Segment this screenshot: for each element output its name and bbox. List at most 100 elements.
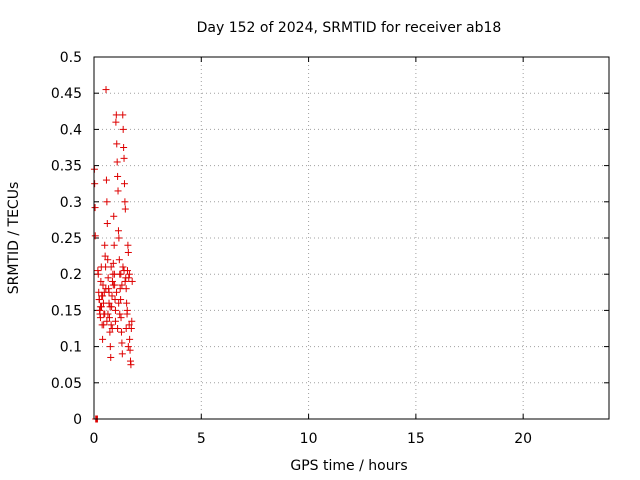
data-point — [91, 232, 99, 240]
y-tick-label: 0.45 — [51, 86, 82, 102]
data-point — [110, 241, 118, 249]
data-point — [114, 227, 122, 235]
x-tick-label: 15 — [407, 431, 425, 447]
data-point — [101, 252, 109, 260]
data-point — [101, 310, 109, 318]
data-point — [109, 259, 117, 267]
data-point — [110, 212, 118, 220]
data-point — [94, 270, 102, 278]
data-point — [99, 335, 107, 343]
data-point — [114, 172, 122, 180]
grid-lines — [94, 57, 609, 419]
data-point — [126, 335, 134, 343]
data-point — [121, 277, 129, 285]
data-point — [122, 325, 130, 332]
data-point — [117, 296, 125, 304]
data-point — [107, 321, 115, 329]
data-point — [109, 281, 117, 289]
data-point — [91, 204, 99, 212]
data-point — [101, 241, 109, 249]
data-point — [121, 205, 129, 213]
data-point — [113, 288, 121, 296]
data-point — [106, 328, 114, 336]
data-point — [126, 346, 134, 354]
data-point — [128, 317, 136, 325]
chart-title: Day 152 of 2024, SRMTID for receiver ab1… — [197, 20, 502, 36]
x-axis-label: GPS time / hours — [290, 458, 407, 474]
data-point — [115, 299, 123, 307]
data-point — [111, 306, 119, 314]
data-point — [123, 306, 131, 314]
data-point — [120, 180, 128, 188]
y-tick-label: 0.25 — [51, 231, 82, 247]
data-point — [117, 270, 125, 278]
data-point — [113, 140, 121, 148]
data-point — [102, 86, 110, 94]
data-point — [107, 263, 115, 271]
data-point — [121, 198, 129, 206]
y-tick-label: 0.1 — [60, 340, 82, 356]
data-point — [124, 343, 132, 351]
data-point — [104, 274, 112, 282]
data-point — [112, 111, 120, 119]
data-point — [105, 288, 113, 296]
data-point — [128, 277, 136, 285]
data-point — [99, 281, 107, 289]
data-point — [114, 325, 122, 332]
data-point — [114, 187, 122, 195]
data-point — [107, 353, 115, 361]
y-tick-label: 0.15 — [51, 303, 82, 319]
data-point — [97, 277, 105, 285]
y-tick-label: 0.35 — [51, 159, 82, 175]
data-point — [117, 328, 125, 336]
data-point — [108, 292, 116, 300]
data-points — [90, 86, 136, 423]
data-point — [115, 234, 123, 242]
y-axis: 0 0.05 0.1 0.15 0.2 0.25 0.3 0.35 0.4 0.45 0.5 — [51, 50, 609, 428]
data-point — [104, 256, 112, 264]
y-tick-label: 0.4 — [60, 122, 82, 138]
data-point — [116, 285, 124, 293]
data-point — [116, 310, 124, 318]
data-point — [103, 220, 111, 228]
y-tick-label: 0.2 — [60, 267, 82, 283]
data-point — [124, 248, 132, 256]
data-point — [118, 350, 126, 358]
data-point — [110, 270, 118, 278]
data-point — [106, 343, 114, 351]
data-point — [95, 296, 103, 304]
data-point — [122, 285, 130, 293]
data-point — [119, 111, 127, 119]
data-point — [119, 125, 127, 133]
x-tick-label: 10 — [300, 431, 318, 447]
data-point — [123, 299, 131, 307]
data-point — [117, 314, 125, 322]
data-point — [96, 303, 104, 311]
data-point — [112, 118, 120, 126]
data-point — [127, 361, 135, 369]
data-point — [102, 285, 110, 293]
x-tick-label: 5 — [197, 431, 206, 447]
data-point — [124, 241, 132, 249]
data-point — [105, 299, 113, 307]
data-point — [111, 317, 119, 325]
data-point — [103, 198, 111, 206]
data-point — [96, 314, 104, 322]
data-point — [103, 317, 111, 325]
data-point — [106, 303, 114, 311]
data-point — [118, 339, 126, 347]
data-point — [119, 263, 127, 271]
data-point — [99, 292, 107, 300]
data-point — [113, 158, 121, 166]
plot-frame — [93, 56, 610, 420]
x-tick-label: 0 — [90, 431, 99, 447]
x-axis: 0 5 10 15 20 — [90, 57, 532, 447]
data-point — [91, 180, 99, 188]
data-point — [102, 176, 110, 184]
y-tick-label: 0.3 — [60, 195, 82, 211]
data-point — [120, 267, 128, 275]
y-tick-label: 0.05 — [51, 376, 82, 392]
y-tick-label: 0 — [73, 412, 82, 428]
data-point — [125, 321, 133, 329]
